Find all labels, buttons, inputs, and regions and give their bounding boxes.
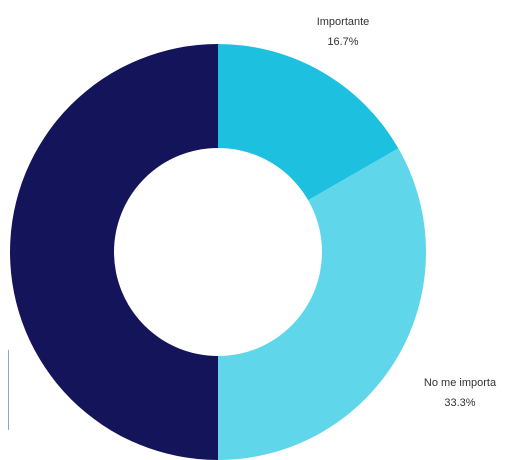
slice-value-label-2: 33.3% [444, 397, 475, 409]
slice-label-1: Importante [317, 16, 370, 28]
labels-layer: Importante 16.7% No me importa 33.3% [317, 16, 497, 409]
edge-divider [8, 350, 9, 430]
donut-hole [114, 148, 322, 356]
slice-label-2: No me importa [424, 377, 497, 389]
slice-value-label-1: 16.7% [327, 36, 358, 48]
